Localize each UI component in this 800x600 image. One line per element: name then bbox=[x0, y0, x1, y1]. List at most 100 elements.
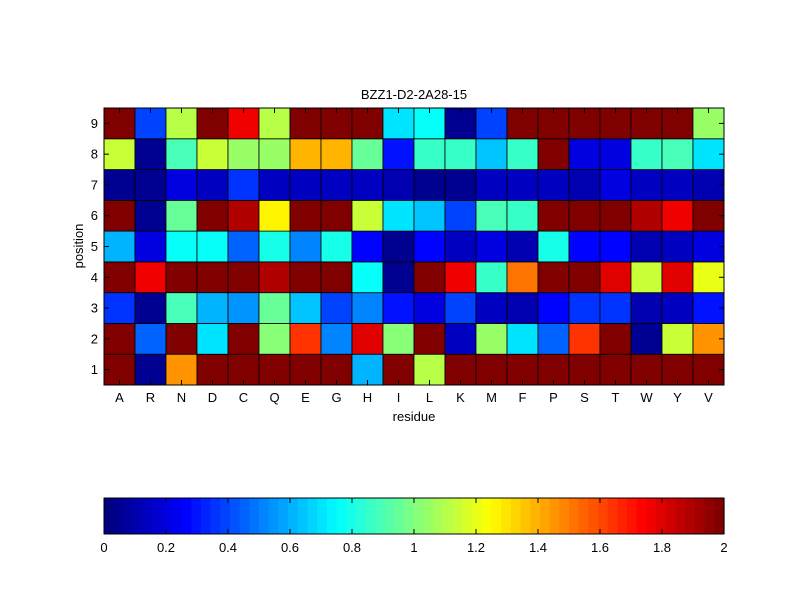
heatmap-cell bbox=[196, 323, 229, 355]
heatmap-cell bbox=[165, 138, 198, 170]
heatmap-cell bbox=[134, 261, 167, 294]
colorbar-band bbox=[646, 498, 657, 534]
heatmap-cell bbox=[289, 292, 322, 324]
colorbar-band bbox=[336, 498, 347, 534]
colorbar-band bbox=[452, 498, 464, 534]
heatmap-cell bbox=[692, 292, 725, 324]
colorbar-tick-label: 0.6 bbox=[281, 540, 299, 555]
colorbar-band bbox=[133, 498, 144, 534]
x-tick-label: P bbox=[549, 390, 558, 405]
heatmap-cell bbox=[661, 292, 694, 324]
heatmap-cell bbox=[289, 138, 322, 170]
heatmap-cell bbox=[630, 323, 663, 355]
heatmap-cell bbox=[661, 138, 694, 170]
colorbar-band bbox=[588, 498, 599, 534]
colorbar-band bbox=[104, 498, 115, 534]
heatmap-cell bbox=[475, 107, 508, 140]
colorbar-band bbox=[268, 498, 279, 534]
heatmap-cell bbox=[413, 138, 446, 170]
heatmap-cell bbox=[475, 353, 508, 386]
heatmap-cell bbox=[444, 230, 477, 263]
heatmap-cell bbox=[599, 261, 632, 294]
colorbar-tick-label: 2 bbox=[720, 540, 727, 555]
heatmap-cell bbox=[537, 199, 570, 232]
heatmap-cell bbox=[506, 323, 539, 355]
y-tick-label: 7 bbox=[91, 177, 98, 192]
x-tick-label: M bbox=[486, 390, 497, 405]
heatmap-cell bbox=[537, 261, 570, 294]
colorbar-tick-label: 1 bbox=[410, 540, 417, 555]
heatmap-cell bbox=[506, 107, 539, 140]
colorbar-band bbox=[559, 498, 570, 534]
x-tick-label: A bbox=[115, 390, 124, 405]
x-tick-label: G bbox=[331, 390, 341, 405]
heatmap-cell bbox=[134, 169, 167, 201]
heatmap-cell bbox=[165, 292, 198, 324]
heatmap-cell bbox=[506, 292, 539, 324]
colorbar-band bbox=[307, 498, 318, 534]
colorbar-band bbox=[520, 498, 531, 534]
heatmap-cell bbox=[227, 230, 260, 263]
heatmap-cell bbox=[227, 292, 260, 324]
colorbar-band bbox=[549, 498, 560, 534]
colorbar-band bbox=[578, 498, 589, 534]
heatmap-cell bbox=[382, 230, 415, 263]
heatmap-cell bbox=[692, 107, 725, 140]
heatmap-cell bbox=[382, 199, 415, 232]
heatmap-cell bbox=[196, 138, 229, 170]
colorbar-band bbox=[113, 498, 124, 534]
y-tick-label: 2 bbox=[91, 331, 98, 346]
heatmap-cell bbox=[289, 261, 322, 294]
heatmap-cell bbox=[351, 353, 384, 386]
colorbar-band bbox=[288, 498, 299, 534]
heatmap-cell bbox=[227, 138, 260, 170]
colorbar-tick-marks bbox=[103, 498, 725, 534]
colorbar-band bbox=[510, 498, 522, 534]
colorbar-band bbox=[210, 498, 221, 534]
heatmap-cell bbox=[320, 292, 353, 324]
colorbar-band bbox=[665, 498, 677, 534]
y-tick-label: 4 bbox=[91, 270, 98, 285]
heatmap-cell bbox=[475, 292, 508, 324]
heatmap-cell bbox=[506, 138, 539, 170]
heatmap-cell bbox=[165, 230, 198, 263]
y-tick-label: 8 bbox=[91, 147, 98, 162]
heatmap-cell bbox=[475, 230, 508, 263]
heatmap-cell bbox=[630, 199, 663, 232]
colorbar-band bbox=[249, 498, 260, 534]
colorbar-band bbox=[636, 498, 648, 534]
heatmap-cell bbox=[103, 138, 136, 170]
heatmap-cell bbox=[537, 138, 570, 170]
heatmap-cell bbox=[227, 261, 260, 294]
heatmap-cell bbox=[568, 169, 601, 201]
colorbar-band bbox=[617, 498, 628, 534]
colorbar-band bbox=[423, 498, 434, 534]
x-tick-label: F bbox=[519, 390, 527, 405]
colorbar-band bbox=[694, 498, 706, 534]
heatmap-cell bbox=[568, 323, 601, 355]
heatmap-cell bbox=[351, 107, 384, 140]
heatmap-cell bbox=[630, 261, 663, 294]
heatmap-cell bbox=[320, 323, 353, 355]
colorbar-band bbox=[394, 498, 405, 534]
heatmap-cell bbox=[289, 230, 322, 263]
heatmap-cell bbox=[320, 353, 353, 386]
heatmap-cell bbox=[320, 230, 353, 263]
heatmap-cell bbox=[320, 199, 353, 232]
colorbar-band bbox=[239, 498, 250, 534]
heatmap-cell bbox=[568, 353, 601, 386]
x-axis-label: residue bbox=[393, 409, 436, 424]
heatmap-cell bbox=[165, 261, 198, 294]
colorbar-band bbox=[598, 498, 609, 534]
x-tick-label: Q bbox=[269, 390, 279, 405]
heatmap-cell bbox=[320, 138, 353, 170]
heatmap-cell bbox=[506, 261, 539, 294]
colorbar-band bbox=[675, 498, 686, 534]
heatmap-cell bbox=[196, 292, 229, 324]
colorbar-band bbox=[297, 498, 309, 534]
heatmap-cell bbox=[103, 107, 136, 140]
heatmap-cell bbox=[661, 107, 694, 140]
heatmap-cell bbox=[537, 323, 570, 355]
y-tick-label: 5 bbox=[91, 239, 98, 254]
